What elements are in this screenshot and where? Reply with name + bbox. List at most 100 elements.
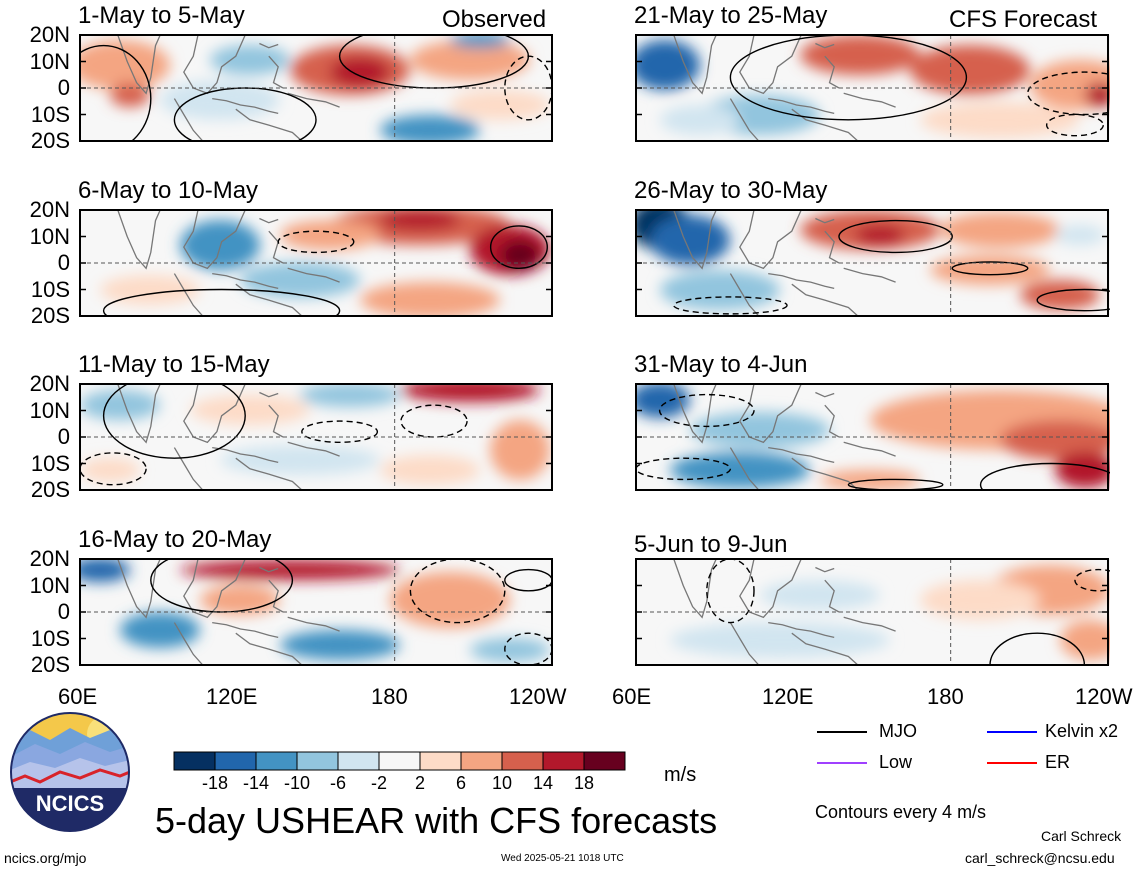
coastline-2	[739, 559, 802, 619]
lat-label: 20N	[29, 22, 70, 47]
panel-5-shading	[636, 384, 1110, 490]
coastline-1	[729, 447, 760, 490]
coastline-4	[791, 632, 859, 665]
contour-positive	[951, 261, 1029, 276]
colorbar	[173, 751, 626, 771]
lat-label: 0	[57, 250, 70, 275]
panel-5-overlay	[636, 384, 1110, 490]
coastline-0	[117, 384, 161, 444]
lat-label: 10S	[30, 450, 70, 476]
coastline-2	[183, 559, 246, 619]
coastline-3	[768, 621, 835, 639]
contour-positive	[729, 35, 968, 121]
panel-tag-observed: Observed	[442, 6, 547, 33]
panel-title-3: 26-May to 30-May	[634, 177, 828, 204]
ncics-logo: NCICS	[10, 712, 130, 832]
coastline-3	[768, 97, 835, 115]
colorbar-swatch	[337, 751, 380, 771]
coastline-6	[843, 441, 896, 457]
lat-label: 20S	[30, 652, 70, 677]
contour-positive	[173, 87, 317, 141]
colorbar-label: -2	[370, 773, 387, 793]
lat-label: 0	[57, 599, 70, 624]
lat-label: 20S	[30, 128, 70, 153]
coastline-2	[739, 35, 802, 95]
colorbar-swatch	[214, 751, 257, 771]
coastline-2	[183, 210, 246, 270]
coastline-6	[287, 267, 340, 283]
legend-lines	[817, 731, 1037, 764]
contour-positive	[989, 632, 1086, 665]
footer-author: Carl Schreck	[1041, 828, 1122, 844]
panel-title-0: 1-May to 5-May	[78, 2, 245, 29]
coastline-3	[212, 621, 279, 639]
colorbar-swatch	[501, 751, 544, 771]
colorbar-label: -14	[242, 773, 269, 793]
colorbar-unit: m/s	[664, 764, 697, 786]
colorbar-label: 14	[532, 773, 554, 793]
contour-positive	[102, 288, 341, 316]
panel-title-5: 31-May to 4-Jun	[634, 351, 808, 378]
coastline-6	[843, 616, 896, 632]
lat-label: 10S	[30, 101, 70, 127]
coastline-1	[173, 273, 204, 316]
panel-6-overlay	[80, 559, 552, 665]
coastline-4	[235, 632, 303, 665]
coastline-6	[287, 92, 340, 108]
contour-negative	[400, 404, 468, 438]
lat-label: 20S	[30, 477, 70, 502]
coastline-6	[843, 267, 896, 283]
colorbar-swatch	[419, 751, 462, 771]
coastline-3	[212, 446, 279, 464]
panel-1-shading	[636, 35, 1110, 141]
main-title: 5-day USHEAR with CFS forecasts	[155, 800, 718, 841]
panel-2-shading	[80, 210, 552, 316]
colorbar-label: 18	[573, 773, 595, 793]
contour-negative	[504, 55, 552, 121]
contour-positive	[102, 384, 246, 459]
contour-positive	[504, 568, 552, 592]
lon-label-60e-right: 60E	[612, 684, 652, 709]
coastline-4	[791, 283, 859, 316]
coastline-4	[235, 457, 303, 490]
panel-1-overlay	[636, 35, 1110, 141]
coastline-4	[235, 108, 303, 141]
panel-title-4: 11-May to 15-May	[78, 351, 270, 378]
lat-label: 10N	[29, 397, 70, 423]
coastline-2	[183, 384, 246, 444]
coastline-5	[824, 579, 840, 613]
footer-timestamp: Wed 2025-05-21 1018 UTC	[501, 853, 624, 864]
coastline-5	[824, 404, 840, 438]
coastline-7	[259, 391, 279, 398]
coastline-7	[259, 42, 279, 49]
lat-label: 10N	[29, 223, 70, 249]
contour-negative	[80, 452, 147, 486]
coastline-7	[259, 217, 279, 224]
panel-title-2: 6-May to 10-May	[78, 177, 259, 204]
colorbar-swatch	[173, 751, 216, 771]
colorbar-label: 2	[414, 773, 425, 793]
colorbar-label: -10	[283, 773, 310, 793]
contour-negative	[658, 393, 755, 428]
colorbar-swatch	[542, 751, 585, 771]
coastline-1	[173, 622, 204, 665]
lat-label: 10S	[30, 276, 70, 302]
lat-label: 10N	[29, 572, 70, 598]
contour-negative	[636, 457, 732, 481]
coastline-5	[824, 55, 840, 89]
lat-label: 0	[57, 75, 70, 100]
lat-label: 20N	[29, 546, 70, 571]
contour-negative	[673, 296, 788, 315]
panel-title-6: 16-May to 20-May	[78, 526, 272, 553]
lat-label: 10N	[29, 48, 70, 74]
colorbar-label: 6	[455, 773, 466, 793]
panel-4-overlay	[80, 384, 552, 490]
lon-label-180-left: 180	[371, 684, 408, 709]
coastline-2	[739, 210, 802, 270]
coastline-6	[843, 92, 896, 108]
panel-tag-cfs-forecast: CFS Forecast	[949, 6, 1098, 33]
contour-note: Contours every 4 m/s	[815, 802, 987, 822]
legend-label-kelvin: Kelvin x2	[1045, 721, 1119, 741]
panel-3-overlay	[636, 210, 1110, 316]
panel-title-1: 21-May to 25-May	[634, 2, 828, 29]
